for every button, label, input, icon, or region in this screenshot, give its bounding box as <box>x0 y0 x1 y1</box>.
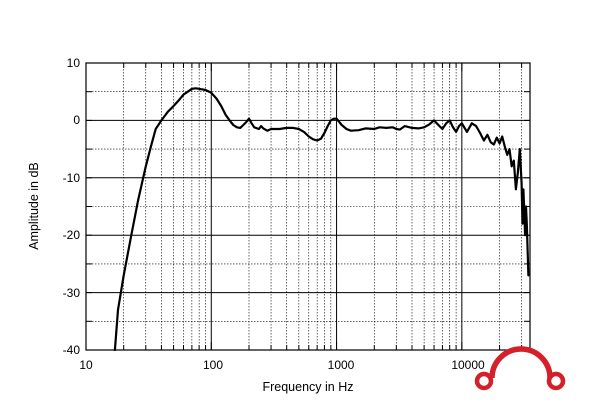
y-axis-title: Amplitude in dB <box>27 162 41 250</box>
y-tick-label: -40 <box>63 343 81 357</box>
x-tick-label: 10000 <box>451 358 485 372</box>
x-tick-label: 1000 <box>328 358 355 372</box>
y-tick-label: -20 <box>63 228 81 242</box>
y-tick-label: -10 <box>63 171 81 185</box>
y-tick-label: -30 <box>63 286 81 300</box>
grid <box>86 63 530 350</box>
y-tick-label: 10 <box>67 56 81 70</box>
x-tick-label: 10 <box>79 358 93 372</box>
logo-icon <box>474 346 566 391</box>
response-curve <box>113 87 530 352</box>
y-tick-label: 0 <box>73 113 80 127</box>
axis-ticks <box>86 63 530 350</box>
x-axis-title: Frequency in Hz <box>262 380 353 394</box>
x-tick-label: 100 <box>203 358 223 372</box>
